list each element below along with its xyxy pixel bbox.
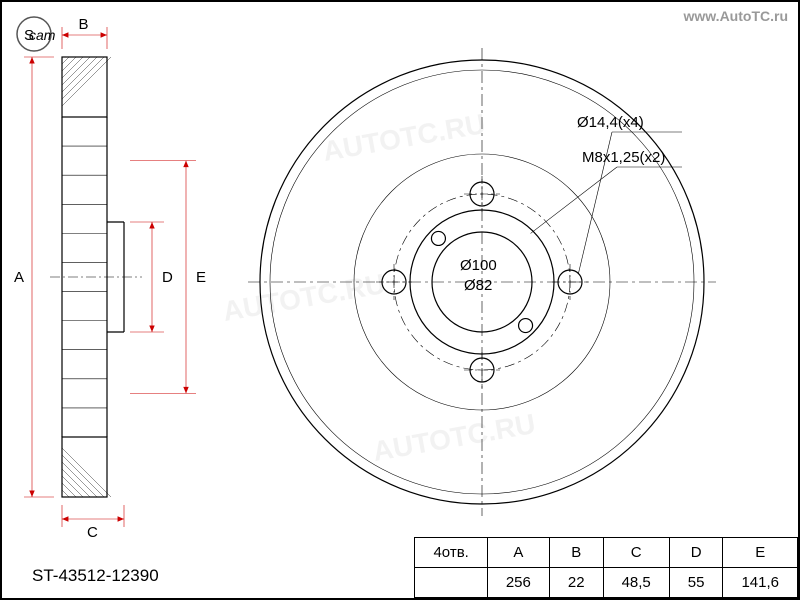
svg-text:B: B (79, 16, 89, 33)
svg-text:M8x1,25(x2): M8x1,25(x2) (582, 149, 665, 166)
table-data-row: 256 22 48,5 55 141,6 (415, 568, 798, 598)
table-cell: B (549, 538, 603, 568)
svg-text:Ø14,4(x4): Ø14,4(x4) (577, 114, 644, 131)
table-header-row: 4отв. A B C D E (415, 538, 798, 568)
table-cell: D (669, 538, 723, 568)
table-cell: A (487, 538, 549, 568)
svg-text:Ø100: Ø100 (460, 257, 497, 274)
dimension-table: 4отв. A B C D E 256 22 48,5 55 141,6 (414, 537, 798, 598)
table-cell: C (603, 538, 669, 568)
part-number: ST-43512-12390 (32, 566, 159, 586)
table-cell: 256 (487, 568, 549, 598)
svg-text:сат: сат (29, 27, 56, 43)
table-cell: E (723, 538, 798, 568)
table-cell: 22 (549, 568, 603, 598)
drawing-container: www.AutoTC.ru AUTOTC.RU AUTOTC.RU AUTOTC… (0, 0, 800, 600)
technical-drawing-svg: Ø14,4(x4)M8x1,25(x2)Ø100Ø82BACDESсат (2, 2, 800, 602)
table-cell: 55 (669, 568, 723, 598)
table-cell: 141,6 (723, 568, 798, 598)
svg-text:D: D (162, 269, 173, 286)
table-cell: 48,5 (603, 568, 669, 598)
svg-text:Ø82: Ø82 (464, 277, 492, 294)
table-cell: 4отв. (415, 538, 487, 568)
svg-text:A: A (14, 269, 24, 286)
svg-text:E: E (196, 269, 206, 286)
svg-text:C: C (87, 524, 98, 541)
table-cell (415, 568, 487, 598)
